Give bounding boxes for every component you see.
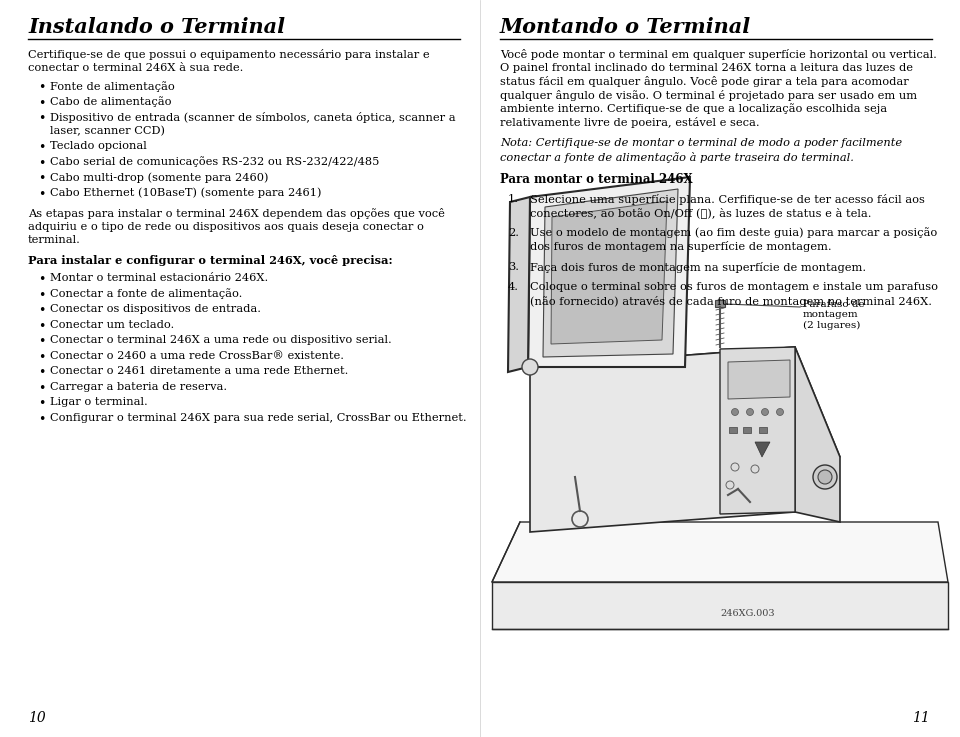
Polygon shape xyxy=(530,347,840,477)
Text: Parafuso de
montagem
(2 lugares): Parafuso de montagem (2 lugares) xyxy=(803,300,865,330)
Text: Teclado opcional: Teclado opcional xyxy=(50,141,147,151)
Text: •: • xyxy=(38,81,45,94)
Text: Conectar os dispositivos de entrada.: Conectar os dispositivos de entrada. xyxy=(50,304,261,314)
Polygon shape xyxy=(755,442,770,457)
Text: •: • xyxy=(38,172,45,185)
Text: Você pode montar o terminal em qualquer superfície horizontal ou vertical.: Você pode montar o terminal em qualquer … xyxy=(500,49,937,60)
Text: •: • xyxy=(38,351,45,363)
Text: ambiente interno. Certifique-se de que a localização escolhida seja: ambiente interno. Certifique-se de que a… xyxy=(500,103,887,113)
Text: 1.: 1. xyxy=(508,194,519,203)
Bar xyxy=(715,300,725,307)
Text: dos furos de montagem na superfície de montagem.: dos furos de montagem na superfície de m… xyxy=(530,241,831,252)
Text: conectar a fonte de alimentação à parte traseira do terminal.: conectar a fonte de alimentação à parte … xyxy=(500,152,853,162)
Text: Instalando o Terminal: Instalando o Terminal xyxy=(28,17,285,37)
Text: laser, scanner CCD): laser, scanner CCD) xyxy=(50,125,165,136)
Polygon shape xyxy=(530,347,795,532)
Text: 246XG.003: 246XG.003 xyxy=(720,609,775,618)
Text: qualquer ângulo de visão. O terminal é projetado para ser usado em um: qualquer ângulo de visão. O terminal é p… xyxy=(500,89,917,100)
Text: Configurar o terminal 246X para sua rede serial, CrossBar ou Ethernet.: Configurar o terminal 246X para sua rede… xyxy=(50,413,467,422)
Polygon shape xyxy=(508,197,530,372)
Circle shape xyxy=(761,408,769,416)
Text: •: • xyxy=(38,273,45,286)
Circle shape xyxy=(813,465,837,489)
Text: Montar o terminal estacionário 246X.: Montar o terminal estacionário 246X. xyxy=(50,273,268,283)
Text: •: • xyxy=(38,187,45,200)
Polygon shape xyxy=(492,582,948,629)
Text: conectores, ao botão On/Off (ⓘ), às luzes de status e à tela.: conectores, ao botão On/Off (ⓘ), às luze… xyxy=(530,207,872,218)
Text: Selecione uma superfície plana. Cerfifique-se de ter acesso fácil aos: Selecione uma superfície plana. Cerfifiq… xyxy=(530,194,924,204)
Text: Para instalar e configurar o terminal 246X, você precisa:: Para instalar e configurar o terminal 24… xyxy=(28,254,393,265)
Text: Coloque o terminal sobre os furos de montagem e instale um parafuso: Coloque o terminal sobre os furos de mon… xyxy=(530,282,938,292)
Text: 4.: 4. xyxy=(508,282,519,292)
Text: Cabo de alimentação: Cabo de alimentação xyxy=(50,97,172,108)
Text: Use o modelo de montagem (ao fim deste guia) para marcar a posição: Use o modelo de montagem (ao fim deste g… xyxy=(530,228,937,238)
Circle shape xyxy=(522,359,538,375)
Text: Ligar o terminal.: Ligar o terminal. xyxy=(50,397,148,407)
Text: Certifique-se de que possui o equipamento necessário para instalar e: Certifique-se de que possui o equipament… xyxy=(28,49,430,60)
Text: Conectar o 2460 a uma rede CrossBar® existente.: Conectar o 2460 a uma rede CrossBar® exi… xyxy=(50,351,344,360)
Text: 2.: 2. xyxy=(508,228,519,237)
Bar xyxy=(729,427,737,433)
Text: •: • xyxy=(38,304,45,317)
Text: 11: 11 xyxy=(912,711,930,725)
Text: •: • xyxy=(38,335,45,348)
Text: Dispositivo de entrada (scanner de símbolos, caneta óptica, scanner a: Dispositivo de entrada (scanner de símbo… xyxy=(50,112,456,123)
Text: Faça dois furos de montagem na superfície de montagem.: Faça dois furos de montagem na superfíci… xyxy=(530,262,866,273)
Polygon shape xyxy=(551,201,667,344)
Text: O painel frontal inclinado do terminal 246X torna a leitura das luzes de: O painel frontal inclinado do terminal 2… xyxy=(500,63,913,72)
Polygon shape xyxy=(528,177,690,367)
Text: •: • xyxy=(38,366,45,379)
Circle shape xyxy=(732,408,738,416)
Text: Carregar a bateria de reserva.: Carregar a bateria de reserva. xyxy=(50,382,228,391)
Text: conectar o terminal 246X à sua rede.: conectar o terminal 246X à sua rede. xyxy=(28,63,244,72)
Text: •: • xyxy=(38,156,45,170)
Text: Cabo multi-drop (somente para 2460): Cabo multi-drop (somente para 2460) xyxy=(50,172,269,183)
Text: Fonte de alimentação: Fonte de alimentação xyxy=(50,81,175,92)
Text: Cabo Ethernet (10BaseT) (somente para 2461): Cabo Ethernet (10BaseT) (somente para 24… xyxy=(50,187,322,198)
Text: •: • xyxy=(38,112,45,125)
Text: •: • xyxy=(38,320,45,332)
Polygon shape xyxy=(728,360,790,399)
Text: 3.: 3. xyxy=(508,262,519,271)
Text: •: • xyxy=(38,382,45,394)
Circle shape xyxy=(777,408,783,416)
Text: Montando o Terminal: Montando o Terminal xyxy=(500,17,751,37)
Bar xyxy=(759,427,767,433)
Text: Cabo serial de comunicações RS-232 ou RS-232/422/485: Cabo serial de comunicações RS-232 ou RS… xyxy=(50,156,379,167)
Text: terminal.: terminal. xyxy=(28,235,81,245)
Text: •: • xyxy=(38,413,45,425)
Text: •: • xyxy=(38,397,45,410)
Text: Nota: Certifique-se de montar o terminal de modo a poder facilmente: Nota: Certifique-se de montar o terminal… xyxy=(500,138,902,148)
Text: Conectar um teclado.: Conectar um teclado. xyxy=(50,320,175,329)
Bar xyxy=(743,427,751,433)
Circle shape xyxy=(747,408,754,416)
Text: As etapas para instalar o terminal 246X dependem das opções que você: As etapas para instalar o terminal 246X … xyxy=(28,208,444,219)
Text: relativamente livre de poeira, estável e seca.: relativamente livre de poeira, estável e… xyxy=(500,116,759,128)
Text: •: • xyxy=(38,97,45,110)
Text: •: • xyxy=(38,141,45,154)
Text: •: • xyxy=(38,288,45,301)
Text: adquiriu e o tipo de rede ou dispositivos aos quais deseja conectar o: adquiriu e o tipo de rede ou dispositivo… xyxy=(28,222,424,231)
Polygon shape xyxy=(795,347,840,522)
Text: 10: 10 xyxy=(28,711,46,725)
Text: (não fornecido) através de cada furo de montagem no terminal 246X.: (não fornecido) através de cada furo de … xyxy=(530,296,932,307)
Circle shape xyxy=(818,470,832,484)
Text: Conectar o terminal 246X a uma rede ou dispositivo serial.: Conectar o terminal 246X a uma rede ou d… xyxy=(50,335,392,345)
Text: Para montar o terminal 246X: Para montar o terminal 246X xyxy=(500,173,692,186)
Polygon shape xyxy=(492,522,948,582)
Text: Conectar a fonte de alimentação.: Conectar a fonte de alimentação. xyxy=(50,288,242,299)
Polygon shape xyxy=(543,189,678,357)
Text: status fácil em qualquer ângulo. Você pode girar a tela para acomodar: status fácil em qualquer ângulo. Você po… xyxy=(500,76,909,87)
Text: Conectar o 2461 diretamente a uma rede Ethernet.: Conectar o 2461 diretamente a uma rede E… xyxy=(50,366,348,376)
Polygon shape xyxy=(720,347,795,514)
